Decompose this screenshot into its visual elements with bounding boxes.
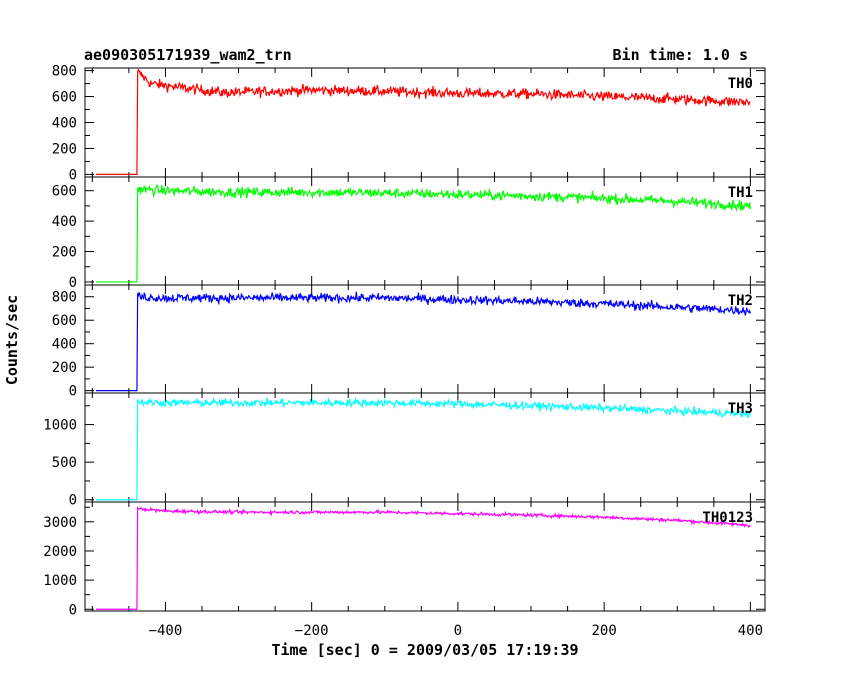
panel-th0123: 0 1000 2000 3000 TH0123 [43,501,766,618]
panel-th0: 0 200 400 600 800 TH0 [52,64,766,183]
panel-label-th2: TH2 [728,293,753,309]
panel-th2: 0 200 400 600 800 TH2 [52,284,766,400]
x-axis: −400 −200 0 200 400 [149,623,763,639]
panels-group: 0 200 400 600 800 TH0 0 200 400 600 TH1 0 200 400 600 8… [43,64,766,618]
panel-frame [84,284,766,394]
y-tick-label: 200 [52,360,77,376]
y-tick-label: 0 [69,275,77,291]
series-th3 [95,396,751,501]
panel-frame [84,67,766,178]
x-tick-label: −400 [149,623,183,639]
panel-label-th3: TH3 [728,401,753,417]
series-th2 [95,291,751,392]
y-tick-label: 200 [52,141,77,157]
panel-frame [84,501,766,612]
y-tick-label: 0 [69,384,77,400]
series-th1 [95,184,751,283]
y-tick-label: 2000 [43,544,77,560]
y-tick-label: 0 [69,167,77,183]
panel-label-th0123: TH0123 [702,510,753,526]
panel-frame [84,176,766,286]
x-tick-label: 200 [591,623,616,639]
y-tick-label: 400 [52,337,77,353]
panel-th3: 0 500 1000 TH3 [43,392,766,509]
x-axis-title: Time [sec] 0 = 2009/03/05 17:19:39 [271,641,578,659]
x-tick-label: 0 [454,623,462,639]
y-tick-label: 400 [52,214,77,230]
panel-label-th0: TH0 [728,76,753,92]
series-th0 [95,68,751,175]
y-tick-label: 0 [69,602,77,618]
y-tick-label: 200 [52,245,77,261]
series-th0123 [95,505,751,610]
y-axis-title: Counts/sec [3,295,21,385]
chart-title: ae090305171939_wam2_trn [84,46,292,64]
panel-label-th1: TH1 [728,185,753,201]
panel-th1: 0 200 400 600 TH1 [52,176,766,291]
y-tick-label: 800 [52,64,77,80]
y-tick-label: 600 [52,90,77,106]
y-tick-label: 500 [52,455,77,471]
y-tick-label: 1000 [43,418,77,434]
y-tick-label: 600 [52,184,77,200]
bin-time-label: Bin time: 1.0 s [613,46,748,64]
y-tick-label: 400 [52,116,77,132]
x-tick-label: 400 [738,623,763,639]
y-tick-label: 1000 [43,573,77,589]
x-tick-label: −200 [295,623,329,639]
y-tick-label: 600 [52,313,77,329]
y-tick-label: 800 [52,290,77,306]
y-tick-label: 0 [69,493,77,509]
y-tick-label: 3000 [43,515,77,531]
